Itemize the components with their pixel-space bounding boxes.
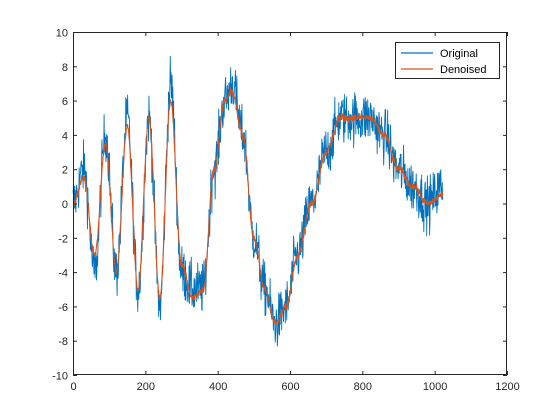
y-tick-label: 8	[62, 62, 68, 74]
y-tick-label: 6	[62, 96, 68, 108]
x-tick-label: 200	[137, 381, 155, 393]
legend-label-denoised: Denoised	[440, 64, 486, 76]
y-tick-label: -2	[58, 233, 68, 245]
y-tick-label: 0	[62, 199, 68, 211]
x-tick-label: 800	[354, 381, 372, 393]
x-tick-label: 1000	[423, 381, 447, 393]
legend-box	[395, 42, 500, 79]
x-tick-label: 400	[209, 381, 227, 393]
legend-label-original: Original	[440, 48, 478, 60]
y-tick-label: 10	[56, 28, 68, 40]
y-tick-label: 4	[62, 130, 68, 142]
x-tick-label: 0	[70, 381, 76, 393]
y-tick-label: -10	[52, 371, 68, 383]
y-tick-label: 2	[62, 165, 68, 177]
x-tick-label: 600	[281, 381, 299, 393]
x-tick-label: 1200	[495, 381, 519, 393]
y-tick-label: -8	[58, 336, 68, 348]
series-line-denoised	[72, 86, 444, 325]
y-tick-label: -4	[58, 268, 68, 280]
y-tick-label: -6	[58, 302, 68, 314]
plot-area	[73, 32, 507, 375]
